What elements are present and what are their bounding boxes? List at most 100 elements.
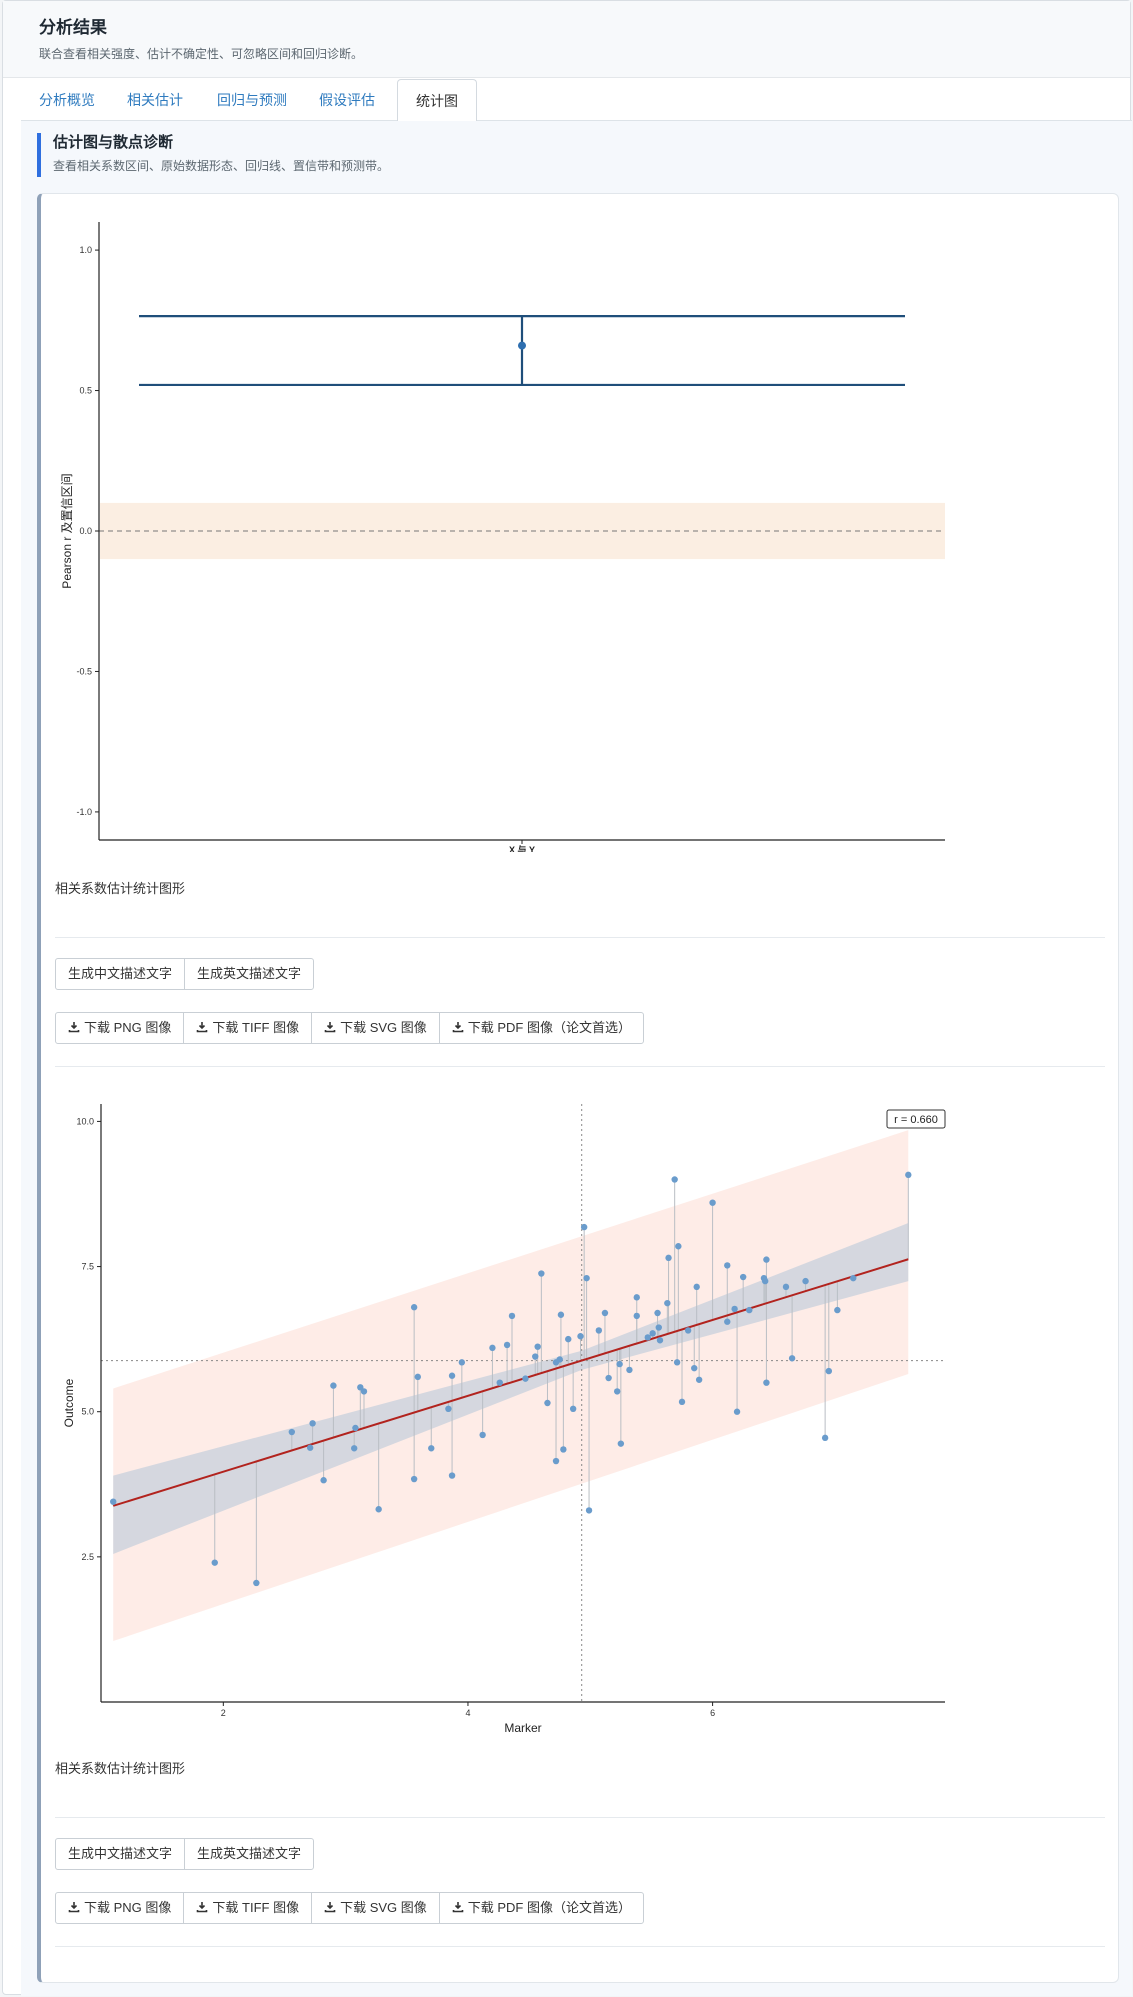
data-point (746, 1306, 753, 1314)
data-point (414, 1373, 422, 1381)
download-pdf-button[interactable]: 下载 PDF 图像（论文首选） (438, 1892, 644, 1924)
data-point (360, 1388, 368, 1395)
download-tiff-button[interactable]: 下载 TIFF 图像 (183, 1012, 313, 1044)
tab-assumptions[interactable]: 假设评估 (319, 92, 375, 108)
figure2-download-buttons: 下载 PNG 图像 下载 TIFF 图像 下载 SVG 图像 下载 PDF 图像… (55, 1892, 644, 1924)
data-point (428, 1445, 435, 1452)
data-point (534, 1343, 541, 1350)
figure1-text-buttons: 生成中文描述文字 生成英文描述文字 (55, 958, 315, 990)
data-point (613, 1388, 621, 1395)
y-tick-label: -0.5 (76, 666, 92, 676)
generate-english-text-button[interactable]: 生成英文描述文字 (184, 1838, 315, 1870)
data-point (850, 1274, 857, 1282)
data-point (673, 1359, 681, 1366)
divider (55, 937, 1105, 938)
download-svg-button[interactable]: 下载 SVG 图像 (311, 1892, 440, 1924)
data-point (821, 1434, 829, 1442)
data-point (644, 1334, 651, 1341)
data-point (110, 1498, 117, 1505)
data-point (802, 1277, 809, 1285)
data-point (569, 1405, 577, 1413)
y-tick-label: 5.0 (81, 1407, 94, 1417)
data-point (739, 1273, 747, 1281)
figure2-text-buttons: 生成中文描述文字 生成英文描述文字 (55, 1838, 315, 1870)
download-svg-label: 下载 SVG 图像 (340, 1900, 427, 1915)
data-point (724, 1262, 731, 1269)
x-tick-label: 6 (710, 1708, 715, 1718)
data-point (375, 1506, 382, 1513)
data-point (671, 1176, 678, 1183)
data-point (825, 1367, 832, 1375)
download-png-label: 下载 PNG 图像 (84, 1020, 172, 1035)
download-icon (197, 1902, 208, 1913)
x-axis-label: Marker (504, 1721, 541, 1735)
page-subtitle: 联合查看相关强度、估计不确定性、可忽略区间和回归诊断。 (39, 47, 364, 61)
data-point (905, 1171, 912, 1179)
data-point (448, 1372, 456, 1379)
tab-plots[interactable]: 统计图 (397, 79, 477, 122)
download-png-label: 下载 PNG 图像 (84, 1900, 172, 1915)
figures-panel: 1.0 0.5 0.0 -0.5 -1.0 X 与 Y Pearson r 及置信区间 相关… (37, 193, 1119, 1983)
data-point (544, 1399, 551, 1407)
data-point (633, 1312, 640, 1320)
data-point (522, 1375, 529, 1382)
data-point (585, 1507, 593, 1514)
point-estimate (518, 341, 526, 350)
data-point (489, 1344, 496, 1352)
download-tiff-label: 下载 TIFF 图像 (212, 1900, 300, 1915)
tab-correlation[interactable]: 相关估计 (127, 92, 183, 108)
download-pdf-button[interactable]: 下载 PDF 图像（论文首选） (438, 1012, 644, 1044)
data-point (656, 1337, 664, 1344)
data-point (352, 1424, 359, 1432)
data-point (458, 1359, 466, 1366)
data-point (532, 1353, 539, 1360)
data-point (538, 1270, 545, 1277)
download-png-button[interactable]: 下载 PNG 图像 (55, 1892, 185, 1924)
section-subtitle: 查看相关系数区间、原始数据形态、回归线、置信带和预测带。 (53, 159, 390, 173)
download-svg-button[interactable]: 下载 SVG 图像 (311, 1012, 440, 1044)
data-point (320, 1477, 327, 1484)
generate-chinese-text-button[interactable]: 生成中文描述文字 (55, 958, 186, 990)
data-point (834, 1306, 841, 1314)
tab-regression[interactable]: 回归与预测 (217, 92, 287, 108)
y-axis-label: Pearson r 及置信区间 (60, 473, 74, 588)
data-point (782, 1283, 790, 1291)
data-point (617, 1440, 625, 1447)
y-tick-label: 1.0 (79, 245, 92, 255)
data-point (761, 1277, 769, 1285)
data-point (552, 1457, 560, 1465)
x-tick-label: X 与 Y (509, 844, 535, 852)
y-tick-label: -1.0 (76, 807, 92, 817)
data-point (605, 1374, 612, 1382)
regression-line (112, 1258, 909, 1507)
download-tiff-label: 下载 TIFF 图像 (212, 1020, 300, 1035)
download-png-button[interactable]: 下载 PNG 图像 (55, 1012, 185, 1044)
data-point (211, 1559, 218, 1566)
data-point (448, 1472, 456, 1479)
data-point (330, 1382, 337, 1389)
section-title: 估计图与散点诊断 (53, 134, 174, 151)
results-header: 分析结果 联合查看相关强度、估计不确定性、可忽略区间和回归诊断。 (3, 1, 1130, 78)
download-icon (324, 1902, 336, 1913)
data-point (565, 1335, 572, 1343)
data-point (763, 1379, 770, 1386)
data-point (253, 1579, 260, 1587)
download-pdf-label: 下载 PDF 图像（论文首选） (467, 1020, 631, 1035)
download-icon (197, 1022, 208, 1033)
data-point (684, 1327, 692, 1334)
data-point (709, 1199, 716, 1206)
download-tiff-button[interactable]: 下载 TIFF 图像 (183, 1892, 313, 1924)
data-point (633, 1294, 640, 1301)
data-point (691, 1364, 698, 1372)
section-header: 估计图与散点诊断 查看相关系数区间、原始数据形态、回归线、置信带和预测带。 (37, 133, 1117, 177)
generate-english-text-button[interactable]: 生成英文描述文字 (184, 958, 315, 990)
download-icon (68, 1902, 80, 1913)
x-tick-label: 4 (465, 1708, 470, 1718)
data-point (724, 1318, 731, 1325)
download-svg-label: 下载 SVG 图像 (340, 1020, 427, 1035)
download-icon (324, 1022, 336, 1033)
correlation-estimate-chart: 1.0 0.5 0.0 -0.5 -1.0 X 与 Y Pearson r 及置信区间 (60, 222, 945, 852)
generate-chinese-text-button[interactable]: 生成中文描述文字 (55, 1838, 186, 1870)
figure2-caption: 相关系数估计统计图形 (55, 1761, 186, 1776)
tab-overview[interactable]: 分析概览 (39, 92, 95, 108)
